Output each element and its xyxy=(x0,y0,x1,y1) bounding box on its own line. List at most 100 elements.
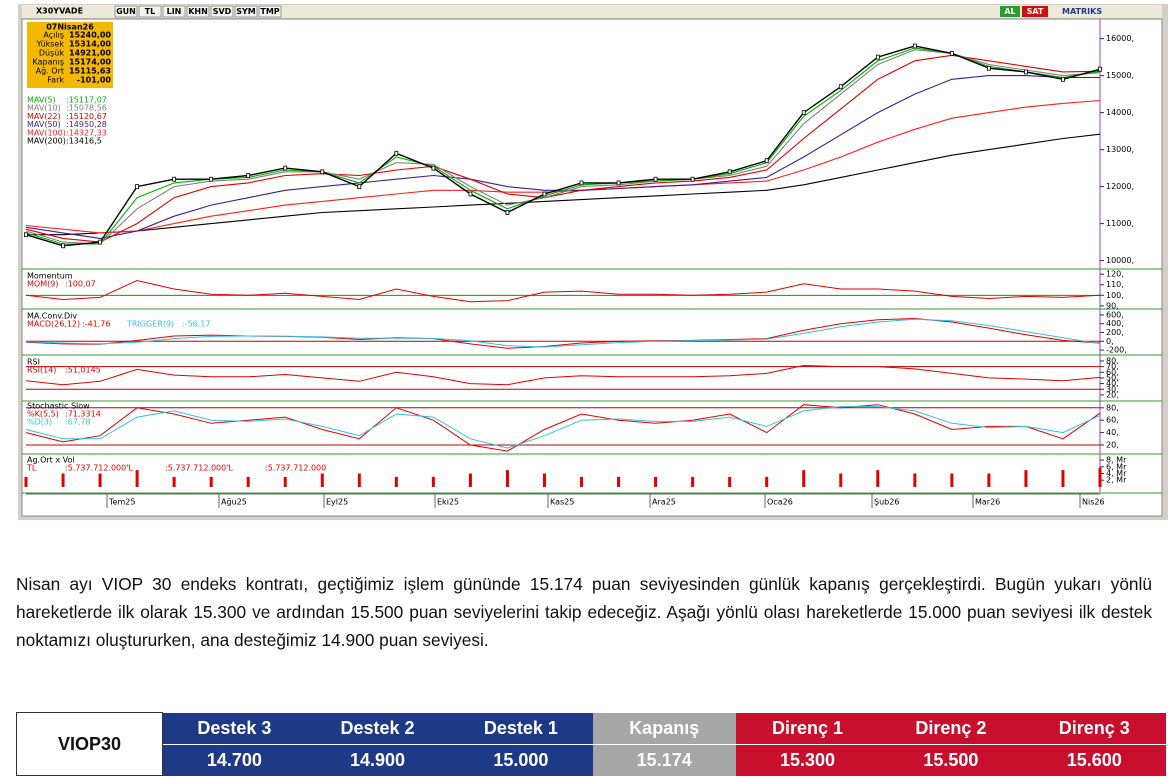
y-tick-label: 6, Mr xyxy=(1106,462,1127,471)
candle xyxy=(172,176,177,182)
candle xyxy=(1024,69,1028,75)
al-label: AL xyxy=(1004,7,1015,16)
candle xyxy=(801,110,806,116)
chart-screenshot: 07Nisan26 X30YVADE AL SAT MATRIKS GUN TL L… xyxy=(18,4,1168,520)
header-cell: Direnç 1 xyxy=(735,712,880,744)
candle xyxy=(542,191,547,197)
candle xyxy=(394,150,399,156)
legend-value: :-41,76 xyxy=(82,320,110,329)
volume-bar xyxy=(654,476,658,487)
y-tick-label: 40, xyxy=(1106,379,1119,388)
volume-bar xyxy=(320,473,324,487)
volume-bar xyxy=(172,476,176,487)
info-key: Ağ. Ort xyxy=(36,67,64,76)
y-tick-label: 600, xyxy=(1106,310,1124,319)
toolbar-button[interactable] xyxy=(114,5,138,18)
legend-name: MAV(22) xyxy=(27,112,61,121)
volume-bar xyxy=(283,476,287,487)
panel-title: Stochastic Slow xyxy=(27,402,90,411)
volume-bar xyxy=(913,473,917,487)
candle xyxy=(209,176,214,182)
x-tick-label: Oca26 xyxy=(767,498,793,507)
volume-bar xyxy=(135,470,139,487)
info-box xyxy=(27,22,113,88)
volume-bar xyxy=(950,473,954,487)
y-tick-label: 80, xyxy=(1106,403,1119,412)
value-cell: 14.900 xyxy=(305,743,450,776)
volume-bar xyxy=(691,476,695,487)
candle xyxy=(246,173,251,178)
brand: MATRIKS xyxy=(1062,7,1102,16)
toolbar xyxy=(22,5,1162,18)
value-cell: 15.300 xyxy=(735,743,880,776)
info-value: 15314,00 xyxy=(69,40,111,49)
volume-bar xyxy=(61,473,65,487)
header-cell: Direnç 3 xyxy=(1022,712,1166,744)
volume-bar xyxy=(357,473,361,487)
candle xyxy=(727,169,732,175)
toolbar-button[interactable] xyxy=(162,5,186,18)
toolbar-button-label: SVD xyxy=(213,7,232,16)
y-tick-label: 16000, xyxy=(1106,34,1134,43)
legend-value: :15078,56 xyxy=(66,104,107,113)
y-tick-label: 10000, xyxy=(1106,256,1134,265)
candle xyxy=(468,191,473,197)
indicator-line xyxy=(25,279,1101,303)
legend-value: :51,0145 xyxy=(65,366,101,375)
volume-bar xyxy=(542,473,546,487)
volume-bar xyxy=(987,473,991,487)
info-value: -101,00 xyxy=(77,76,112,85)
toolbar-button[interactable] xyxy=(234,5,258,18)
candle xyxy=(98,239,102,245)
corner-cell: VIOP30 xyxy=(16,712,163,776)
volume-bar xyxy=(839,473,843,487)
toolbar-button[interactable] xyxy=(186,5,210,18)
candle xyxy=(1098,66,1102,72)
toolbar-button[interactable] xyxy=(258,5,282,18)
symbol: X30YVADE xyxy=(36,7,83,16)
volume-bar xyxy=(617,476,621,487)
y-tick-label: 60, xyxy=(1106,368,1119,377)
candle xyxy=(616,180,621,186)
candle xyxy=(912,43,917,49)
volume-bar xyxy=(24,476,28,487)
candle xyxy=(24,232,28,238)
volume-bar xyxy=(728,476,732,487)
y-tick-label: 60, xyxy=(1106,416,1119,425)
x-tick-label: Eyl25 xyxy=(326,498,348,507)
volume-bar xyxy=(876,470,880,487)
toolbar-button-label: LIN xyxy=(167,7,182,16)
legend-value: :15120,67 xyxy=(66,112,107,121)
levels-table: VIOP30 Destek 3 Destek 2 Destek 1 Kapanış Dir… xyxy=(16,712,1166,776)
y-tick-label: 2, Mr xyxy=(1106,476,1127,485)
toolbar-button[interactable] xyxy=(138,5,162,18)
y-tick-label: 80, xyxy=(1106,356,1119,365)
candle xyxy=(283,165,288,171)
legend-name: MAV(200) xyxy=(27,137,66,146)
volume-bar xyxy=(1098,467,1102,487)
legend-value: :5.737.712.000'L xyxy=(65,464,133,473)
indicator-line xyxy=(25,404,1101,452)
candle xyxy=(875,54,880,60)
toolbar-button[interactable] xyxy=(210,5,234,18)
legend-name: %D(3) xyxy=(27,418,52,427)
y-tick-label: 40, xyxy=(1106,428,1119,437)
header-cell: Destek 2 xyxy=(305,712,450,744)
header-cell: Direnç 2 xyxy=(879,712,1023,744)
legend-value: :13416,5 xyxy=(66,137,102,146)
y-tick-label: 12000, xyxy=(1106,182,1134,191)
toolbar-button-label: SYM xyxy=(236,7,256,16)
y-tick-label: 11000, xyxy=(1106,219,1134,228)
info-key: Fark xyxy=(47,76,64,85)
x-tick-label: Tem25 xyxy=(108,498,135,507)
volume-bar xyxy=(505,470,509,487)
sat-button[interactable] xyxy=(1022,6,1048,17)
volume-bar xyxy=(431,476,435,487)
al-button[interactable] xyxy=(1000,6,1020,17)
mav-line xyxy=(25,99,1101,234)
price-line xyxy=(25,45,1101,247)
y-tick-label: 200, xyxy=(1106,328,1124,337)
commentary: Nisan ayı VIOP 30 endeks kontratı, geçti… xyxy=(16,574,1152,650)
candle xyxy=(431,165,436,171)
volume-bar xyxy=(580,476,584,487)
